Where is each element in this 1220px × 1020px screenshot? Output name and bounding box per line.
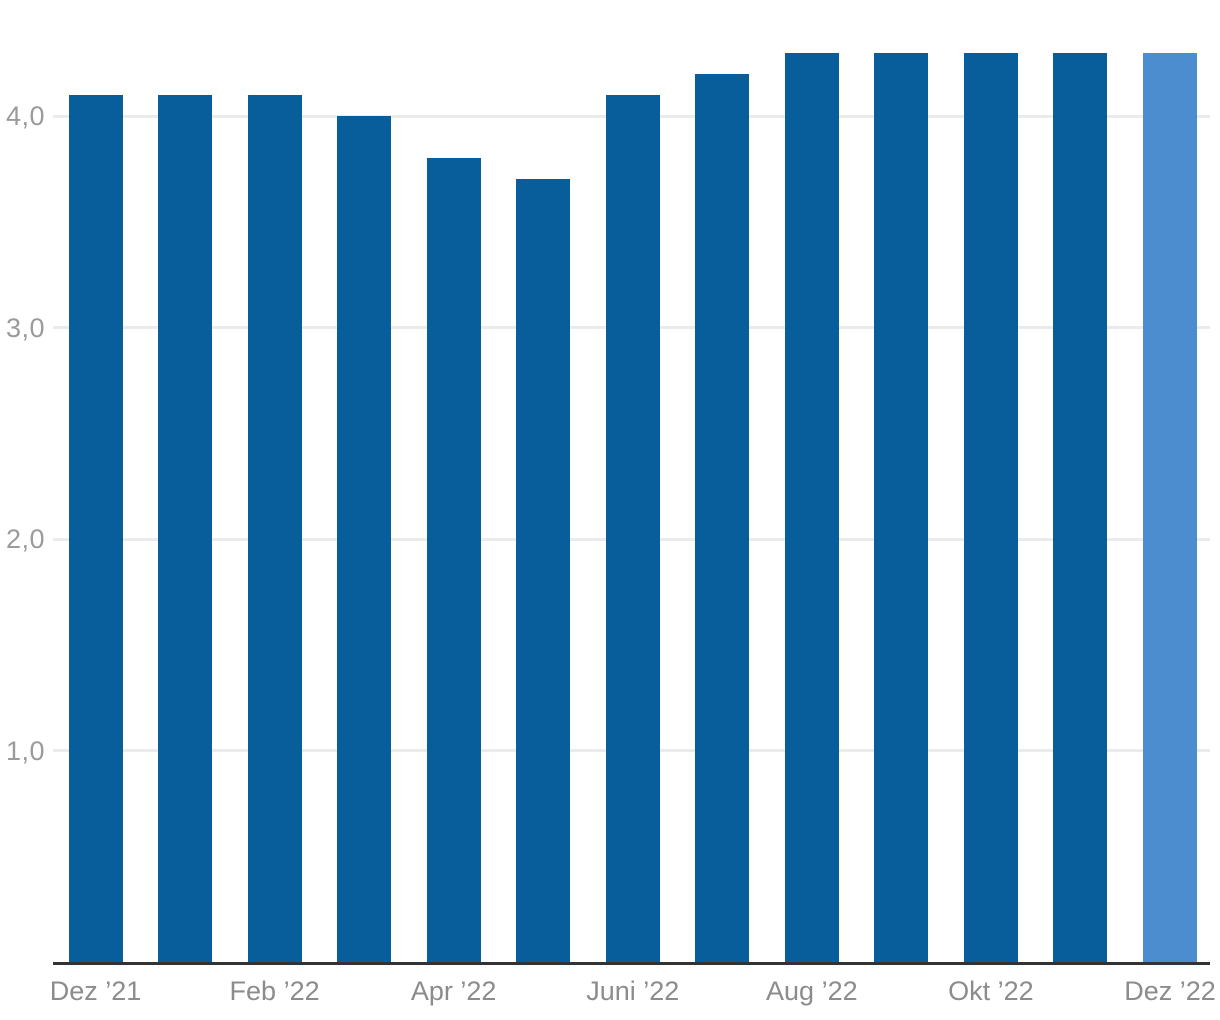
x-tick-label: Dez ’22 — [1124, 976, 1216, 1006]
chart-bar-highlighted[interactable] — [1142, 52, 1197, 962]
chart-bar[interactable] — [605, 94, 660, 962]
chart-bar[interactable] — [695, 73, 750, 962]
chart-bar[interactable] — [426, 158, 481, 962]
x-tick-label: Okt ’22 — [948, 976, 1034, 1006]
chart-bar[interactable] — [874, 52, 929, 962]
chart-bar[interactable] — [1053, 52, 1108, 962]
y-tick-label: 3,0 — [5, 312, 45, 343]
x-tick-label: Juni ’22 — [586, 976, 680, 1006]
chart-bar[interactable] — [68, 94, 123, 962]
y-tick-label: 4,0 — [5, 101, 45, 131]
chart-bar[interactable] — [247, 94, 302, 962]
x-tick-label: Feb ’22 — [229, 976, 320, 1006]
x-axis-line — [53, 962, 1210, 965]
chart-bar[interactable] — [158, 94, 213, 962]
chart-bar[interactable] — [963, 52, 1018, 962]
x-tick-label: Apr ’22 — [410, 976, 497, 1006]
chart-bar[interactable] — [784, 52, 839, 962]
chart-bar[interactable] — [516, 179, 571, 962]
chart-bar[interactable] — [337, 116, 392, 962]
y-tick-label: 1,0 — [5, 735, 45, 766]
x-tick-label: Dez ’21 — [49, 976, 142, 1006]
x-tick-label: Aug ’22 — [766, 976, 858, 1006]
y-tick-label: 2,0 — [5, 524, 45, 554]
